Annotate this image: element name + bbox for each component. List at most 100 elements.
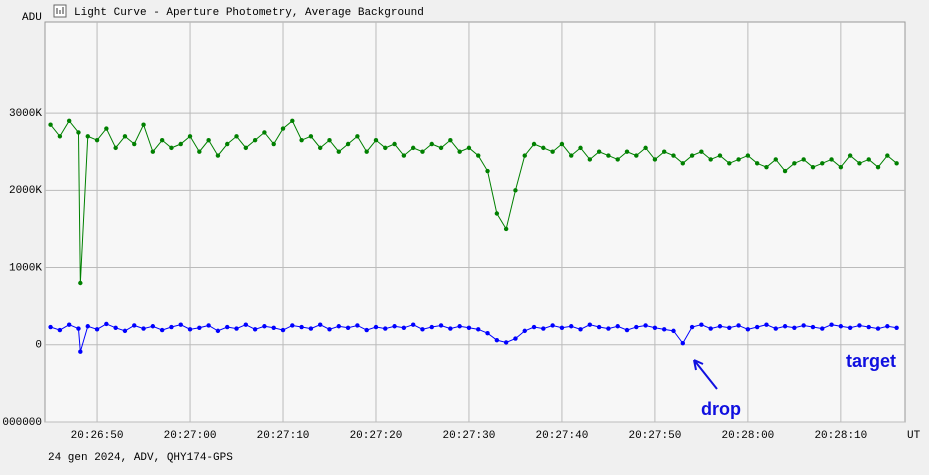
data-point	[336, 324, 341, 329]
data-point	[438, 145, 444, 151]
data-point	[662, 327, 667, 332]
data-point	[197, 325, 202, 330]
data-point	[345, 325, 351, 330]
data-point	[178, 141, 183, 147]
data-point	[801, 323, 806, 328]
data-point	[885, 153, 890, 158]
data-point	[801, 157, 806, 162]
data-point	[262, 130, 267, 135]
data-point	[243, 145, 249, 151]
data-point	[624, 327, 630, 333]
data-point	[866, 157, 871, 162]
data-point	[429, 324, 434, 330]
data-point	[141, 122, 146, 127]
data-point	[327, 327, 332, 332]
data-point	[569, 324, 574, 329]
data-point	[494, 211, 500, 216]
data-point	[494, 337, 500, 343]
x-tick-label: 20:27:50	[628, 430, 681, 442]
data-point	[327, 137, 332, 143]
data-point	[234, 326, 239, 331]
data-point	[503, 340, 509, 345]
data-point	[717, 324, 723, 329]
data-point	[606, 153, 611, 158]
data-point	[113, 325, 118, 330]
data-point	[829, 322, 834, 327]
data-point	[383, 145, 388, 151]
data-point	[569, 153, 574, 158]
data-point	[318, 145, 323, 151]
data-point	[187, 327, 193, 332]
data-point	[355, 323, 360, 328]
data-point	[132, 323, 137, 328]
data-point	[197, 149, 202, 154]
data-point	[169, 324, 174, 330]
data-point	[225, 141, 230, 147]
y-tick-label: 0	[35, 340, 42, 352]
data-point	[810, 324, 816, 330]
data-point	[531, 141, 537, 147]
data-point	[820, 161, 825, 166]
data-point	[150, 324, 156, 329]
data-point	[410, 145, 416, 151]
data-point	[448, 326, 453, 331]
data-point	[448, 137, 453, 143]
data-point	[634, 324, 639, 330]
x-tick-label: 20:26:50	[71, 430, 124, 442]
data-point	[559, 325, 565, 330]
grid	[45, 22, 905, 423]
data-point	[78, 349, 83, 354]
data-point	[299, 137, 304, 143]
y-axis-label: ADU	[22, 12, 42, 24]
data-point	[624, 149, 630, 154]
data-point	[466, 325, 472, 330]
data-point	[271, 325, 276, 330]
data-point	[885, 324, 890, 329]
data-point	[708, 326, 713, 331]
data-point	[78, 280, 83, 286]
data-point	[652, 325, 658, 330]
data-point	[699, 322, 704, 327]
data-point	[643, 145, 648, 151]
data-point	[708, 157, 713, 162]
data-point	[280, 327, 286, 333]
data-point	[420, 327, 425, 332]
x-axis-label: UT	[907, 430, 921, 442]
y-tick-label: 3000K	[9, 108, 42, 120]
data-point	[745, 153, 751, 158]
data-point	[838, 164, 844, 170]
data-point	[857, 323, 862, 328]
data-point	[680, 161, 685, 166]
data-point	[894, 325, 899, 330]
data-point	[792, 161, 797, 166]
data-point	[243, 322, 249, 327]
data-point	[392, 324, 397, 329]
data-point	[159, 327, 165, 333]
data-point	[308, 326, 314, 331]
chart-title: Light Curve - Aperture Photometry, Avera…	[74, 7, 424, 19]
data-point	[764, 164, 769, 170]
data-point	[717, 153, 723, 158]
data-point	[225, 324, 230, 330]
data-point	[829, 157, 834, 162]
data-point	[671, 153, 676, 158]
y-tick-label: 000000	[2, 417, 42, 429]
data-point	[550, 149, 555, 154]
data-point	[345, 141, 351, 147]
data-point	[104, 321, 109, 327]
data-point	[113, 145, 118, 151]
data-point	[262, 324, 267, 329]
data-point	[652, 157, 658, 162]
data-point	[503, 226, 509, 232]
data-point	[522, 153, 527, 158]
data-point	[847, 325, 853, 330]
data-point	[727, 325, 732, 330]
data-point	[727, 161, 732, 166]
data-point	[141, 326, 146, 331]
data-point	[252, 137, 258, 143]
plot-area	[44, 21, 906, 423]
data-point	[578, 327, 583, 332]
data-point	[810, 164, 816, 170]
x-tick-label: 20:27:00	[164, 430, 217, 442]
x-tick-label: 20:27:40	[536, 430, 589, 442]
